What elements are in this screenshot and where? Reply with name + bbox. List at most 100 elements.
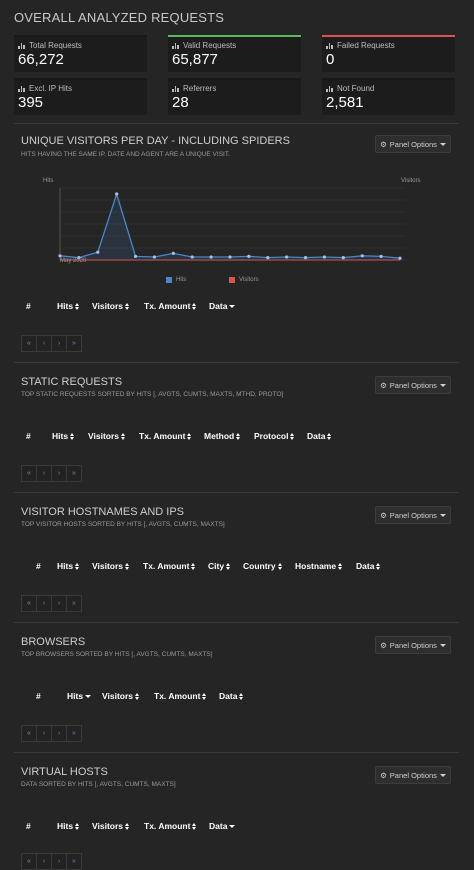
last-page-button[interactable]: » bbox=[66, 725, 82, 742]
column-header-label: Visitors bbox=[92, 821, 124, 831]
next-page-button[interactable]: › bbox=[51, 465, 67, 482]
next-page-button[interactable]: › bbox=[51, 853, 67, 870]
first-page-button[interactable]: « bbox=[21, 335, 37, 352]
column-header[interactable]: Method bbox=[204, 431, 241, 441]
column-header[interactable]: Protocol bbox=[254, 431, 295, 441]
column-header[interactable]: Visitors bbox=[92, 561, 130, 571]
legend-visitors[interactable]: Visitors bbox=[229, 277, 259, 283]
column-header[interactable]: Visitors bbox=[92, 301, 130, 311]
data-point-hits[interactable] bbox=[379, 254, 383, 258]
column-header[interactable]: Tx. Amount bbox=[154, 691, 207, 701]
column-header[interactable]: Hostname bbox=[295, 561, 343, 571]
data-point-hits[interactable] bbox=[152, 255, 157, 259]
prev-page-button[interactable]: ‹ bbox=[36, 465, 52, 482]
last-page-button[interactable]: » bbox=[66, 465, 82, 482]
column-header[interactable]: Visitors bbox=[102, 691, 140, 701]
sort-icon bbox=[192, 302, 197, 310]
caret-down-icon bbox=[229, 824, 236, 828]
panel-options-label: Panel Options bbox=[389, 380, 437, 390]
card-value: 65,877 bbox=[172, 51, 218, 68]
bar-chart-icon bbox=[172, 85, 180, 92]
next-page-button[interactable]: › bbox=[51, 335, 67, 352]
prev-page-button[interactable]: ‹ bbox=[36, 725, 52, 742]
data-point-hits[interactable] bbox=[77, 256, 81, 260]
data-point-hits[interactable] bbox=[96, 250, 100, 254]
prev-page-button[interactable]: ‹ bbox=[36, 853, 52, 870]
column-header[interactable]: Tx. Amount bbox=[143, 561, 196, 571]
column-header[interactable]: Visitors bbox=[92, 821, 130, 831]
panel-options-button-vhosts[interactable]: ⚙ Panel Options bbox=[375, 766, 451, 784]
card-value: 2,581 bbox=[326, 94, 364, 111]
gear-icon: ⚙ bbox=[380, 380, 387, 390]
column-header[interactable]: Hits bbox=[57, 821, 80, 831]
column-header-label: Tx. Amount bbox=[143, 561, 190, 571]
column-header[interactable]: Hits bbox=[67, 691, 92, 701]
data-point-hits[interactable] bbox=[133, 254, 138, 258]
next-page-button[interactable]: › bbox=[51, 595, 67, 612]
data-point-hits[interactable] bbox=[58, 254, 62, 258]
card-label: Not Found bbox=[326, 84, 451, 93]
visitors-line-chart: Hits Visitors May 2020 bbox=[43, 178, 421, 264]
data-point-hits[interactable] bbox=[341, 256, 345, 260]
column-header[interactable]: Data bbox=[209, 821, 236, 831]
column-header[interactable]: Visitors bbox=[88, 431, 126, 441]
divider bbox=[14, 622, 459, 623]
column-header[interactable]: Data bbox=[209, 301, 236, 311]
card-label: Excl. IP Hits bbox=[18, 84, 143, 93]
column-header[interactable]: Hits bbox=[57, 561, 80, 571]
data-point-hits[interactable] bbox=[360, 254, 364, 258]
next-page-button[interactable]: › bbox=[51, 725, 67, 742]
column-header[interactable]: Tx. Amount bbox=[144, 301, 197, 311]
pagination: «‹ ›» bbox=[21, 853, 82, 870]
last-page-button[interactable]: » bbox=[66, 853, 82, 870]
divider bbox=[14, 752, 459, 753]
column-header[interactable]: Data bbox=[356, 561, 381, 571]
column-header-label: Country bbox=[243, 561, 276, 571]
column-header-label: Data bbox=[219, 691, 238, 701]
divider bbox=[14, 362, 459, 363]
overview-card: Excl. IP Hits 395 bbox=[14, 78, 147, 115]
panel-options-button-visitors[interactable]: ⚙ Panel Options bbox=[375, 135, 451, 153]
column-header[interactable]: Hits bbox=[52, 431, 75, 441]
data-point-hits[interactable] bbox=[266, 256, 270, 260]
bar-chart-icon bbox=[326, 42, 334, 49]
panel-options-button-hosts[interactable]: ⚙ Panel Options bbox=[375, 506, 451, 524]
data-point-hits[interactable] bbox=[228, 255, 232, 259]
data-point-hits[interactable] bbox=[115, 192, 119, 196]
prev-page-button[interactable]: ‹ bbox=[36, 595, 52, 612]
column-header[interactable]: Tx. Amount bbox=[139, 431, 192, 441]
data-point-hits[interactable] bbox=[190, 255, 194, 259]
first-page-button[interactable]: « bbox=[21, 725, 37, 742]
first-page-button[interactable]: « bbox=[21, 465, 37, 482]
first-page-button[interactable]: « bbox=[21, 595, 37, 612]
column-header[interactable]: Country bbox=[243, 561, 282, 571]
column-header-label: City bbox=[208, 561, 225, 571]
sort-icon bbox=[121, 432, 126, 440]
card-label-text: Valid Requests bbox=[183, 41, 237, 50]
data-point-hits[interactable] bbox=[398, 256, 402, 260]
column-header-label: Method bbox=[204, 431, 235, 441]
sort-icon bbox=[191, 562, 196, 570]
data-point-hits[interactable] bbox=[303, 256, 308, 260]
last-page-button[interactable]: » bbox=[66, 595, 82, 612]
data-point-hits[interactable] bbox=[247, 254, 251, 258]
first-page-button[interactable]: « bbox=[21, 853, 37, 870]
column-header[interactable]: Data bbox=[307, 431, 332, 441]
column-header[interactable]: Hits bbox=[57, 301, 80, 311]
column-header[interactable]: Data bbox=[219, 691, 244, 701]
data-point-hits[interactable] bbox=[171, 251, 175, 255]
last-page-button[interactable]: » bbox=[66, 335, 82, 352]
panel-options-button-browsers[interactable]: ⚙ Panel Options bbox=[375, 636, 451, 654]
column-header: # bbox=[26, 821, 31, 831]
column-header-label: Tx. Amount bbox=[139, 431, 186, 441]
panel-options-button-static[interactable]: ⚙ Panel Options bbox=[375, 376, 451, 394]
data-point-hits[interactable] bbox=[209, 255, 213, 259]
column-header[interactable]: Tx. Amount bbox=[144, 821, 197, 831]
column-header[interactable]: City bbox=[208, 561, 231, 571]
prev-page-button[interactable]: ‹ bbox=[36, 335, 52, 352]
column-header-label: Data bbox=[209, 301, 228, 311]
data-point-hits[interactable] bbox=[285, 255, 289, 259]
data-point-hits[interactable] bbox=[322, 255, 327, 259]
legend-hits[interactable]: Hits bbox=[166, 277, 186, 283]
card-label: Valid Requests bbox=[172, 41, 297, 50]
